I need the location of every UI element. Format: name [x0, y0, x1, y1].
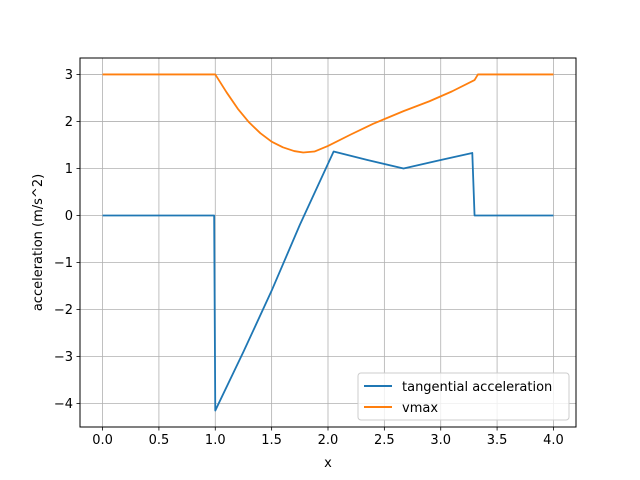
series-line-vmax [102, 73, 554, 154]
y-axis-label: acceleration (m/s^2) [31, 174, 46, 311]
x-tick-label: 2.0 [318, 433, 339, 448]
legend-label-tangential-acceleration: tangential acceleration [402, 380, 552, 395]
tick-layer: 0.0 0.5 1.0 1.5 2.0 2.5 3.0 3.5 4.0 −4 −3 −2 −1 0 1 2 3 [54, 68, 564, 448]
y-tick-label: −2 [54, 303, 73, 318]
legend: tangential acceleration vmax [357, 372, 570, 421]
x-tick-label: 4.0 [543, 433, 564, 448]
series-line-tangential-acceleration [102, 150, 554, 412]
x-tick-label: 3.0 [430, 433, 451, 448]
y-tick-label: 1 [65, 162, 73, 177]
y-tick-label: 0 [65, 209, 73, 224]
x-tick-label: 0.5 [149, 433, 170, 448]
legend-label-vmax: vmax [402, 401, 438, 416]
x-tick-label: 1.5 [261, 433, 282, 448]
series-layer [102, 73, 554, 412]
x-tick-label: 1.0 [205, 433, 226, 448]
x-axis-label: x [324, 456, 332, 471]
x-tick-label: 3.5 [487, 433, 508, 448]
legend-box [357, 372, 570, 421]
x-tick-label: 0.0 [92, 433, 113, 448]
y-tick-label: 2 [65, 115, 73, 130]
x-tick-label: 2.5 [374, 433, 395, 448]
y-tick-label: −1 [54, 256, 73, 271]
y-tick-label: −3 [54, 350, 73, 365]
y-tick-label: −4 [54, 397, 73, 412]
y-tick-label: 3 [65, 68, 73, 83]
